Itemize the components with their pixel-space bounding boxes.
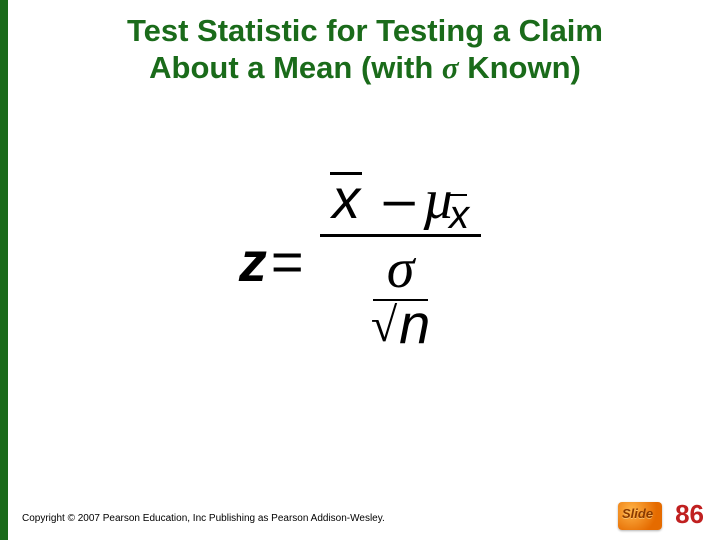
denominator-n: n (399, 292, 430, 355)
formula-denominator-row1: σ (320, 239, 481, 299)
slide-label: Slide (622, 506, 653, 521)
denominator-sigma-wrap: σ (387, 240, 415, 299)
xbar-bar-icon (330, 172, 362, 175)
slide-number: 86 (675, 499, 704, 530)
page-title: Test Statistic for Testing a Claim About… (30, 12, 700, 86)
denominator-sigma: σ (387, 238, 415, 300)
formula-z: z (239, 230, 267, 293)
numerator-xbar: x (332, 170, 360, 229)
numerator-x: x (332, 167, 360, 230)
formula-lhs: z= (239, 229, 304, 294)
numerator-sub-x: x (449, 193, 469, 237)
numerator-minus: – (384, 167, 415, 230)
title-sigma-symbol: σ (442, 50, 459, 85)
numerator-sub-xbar: x (449, 194, 469, 236)
title-line2-suffix: Known) (459, 50, 581, 85)
formula-equals: = (271, 230, 304, 293)
title-line2-prefix: About a Mean (with (149, 50, 442, 85)
copyright-text: Copyright © 2007 Pearson Education, Inc … (22, 513, 385, 524)
title-line1: Test Statistic for Testing a Claim (127, 13, 603, 48)
sub-xbar-bar-icon (448, 194, 467, 196)
radical-icon: √ (371, 299, 397, 352)
formula-fraction: x –µx σ √n (320, 170, 481, 353)
formula-denominator-row2: √n (320, 295, 481, 354)
formula-inner: z= x –µx σ √n (239, 170, 481, 353)
sigma-underline-icon (373, 299, 429, 301)
formula-block: z= x –µx σ √n (0, 170, 720, 353)
slide-badge: Slide (618, 502, 662, 530)
formula-numerator: x –µx (320, 170, 481, 232)
